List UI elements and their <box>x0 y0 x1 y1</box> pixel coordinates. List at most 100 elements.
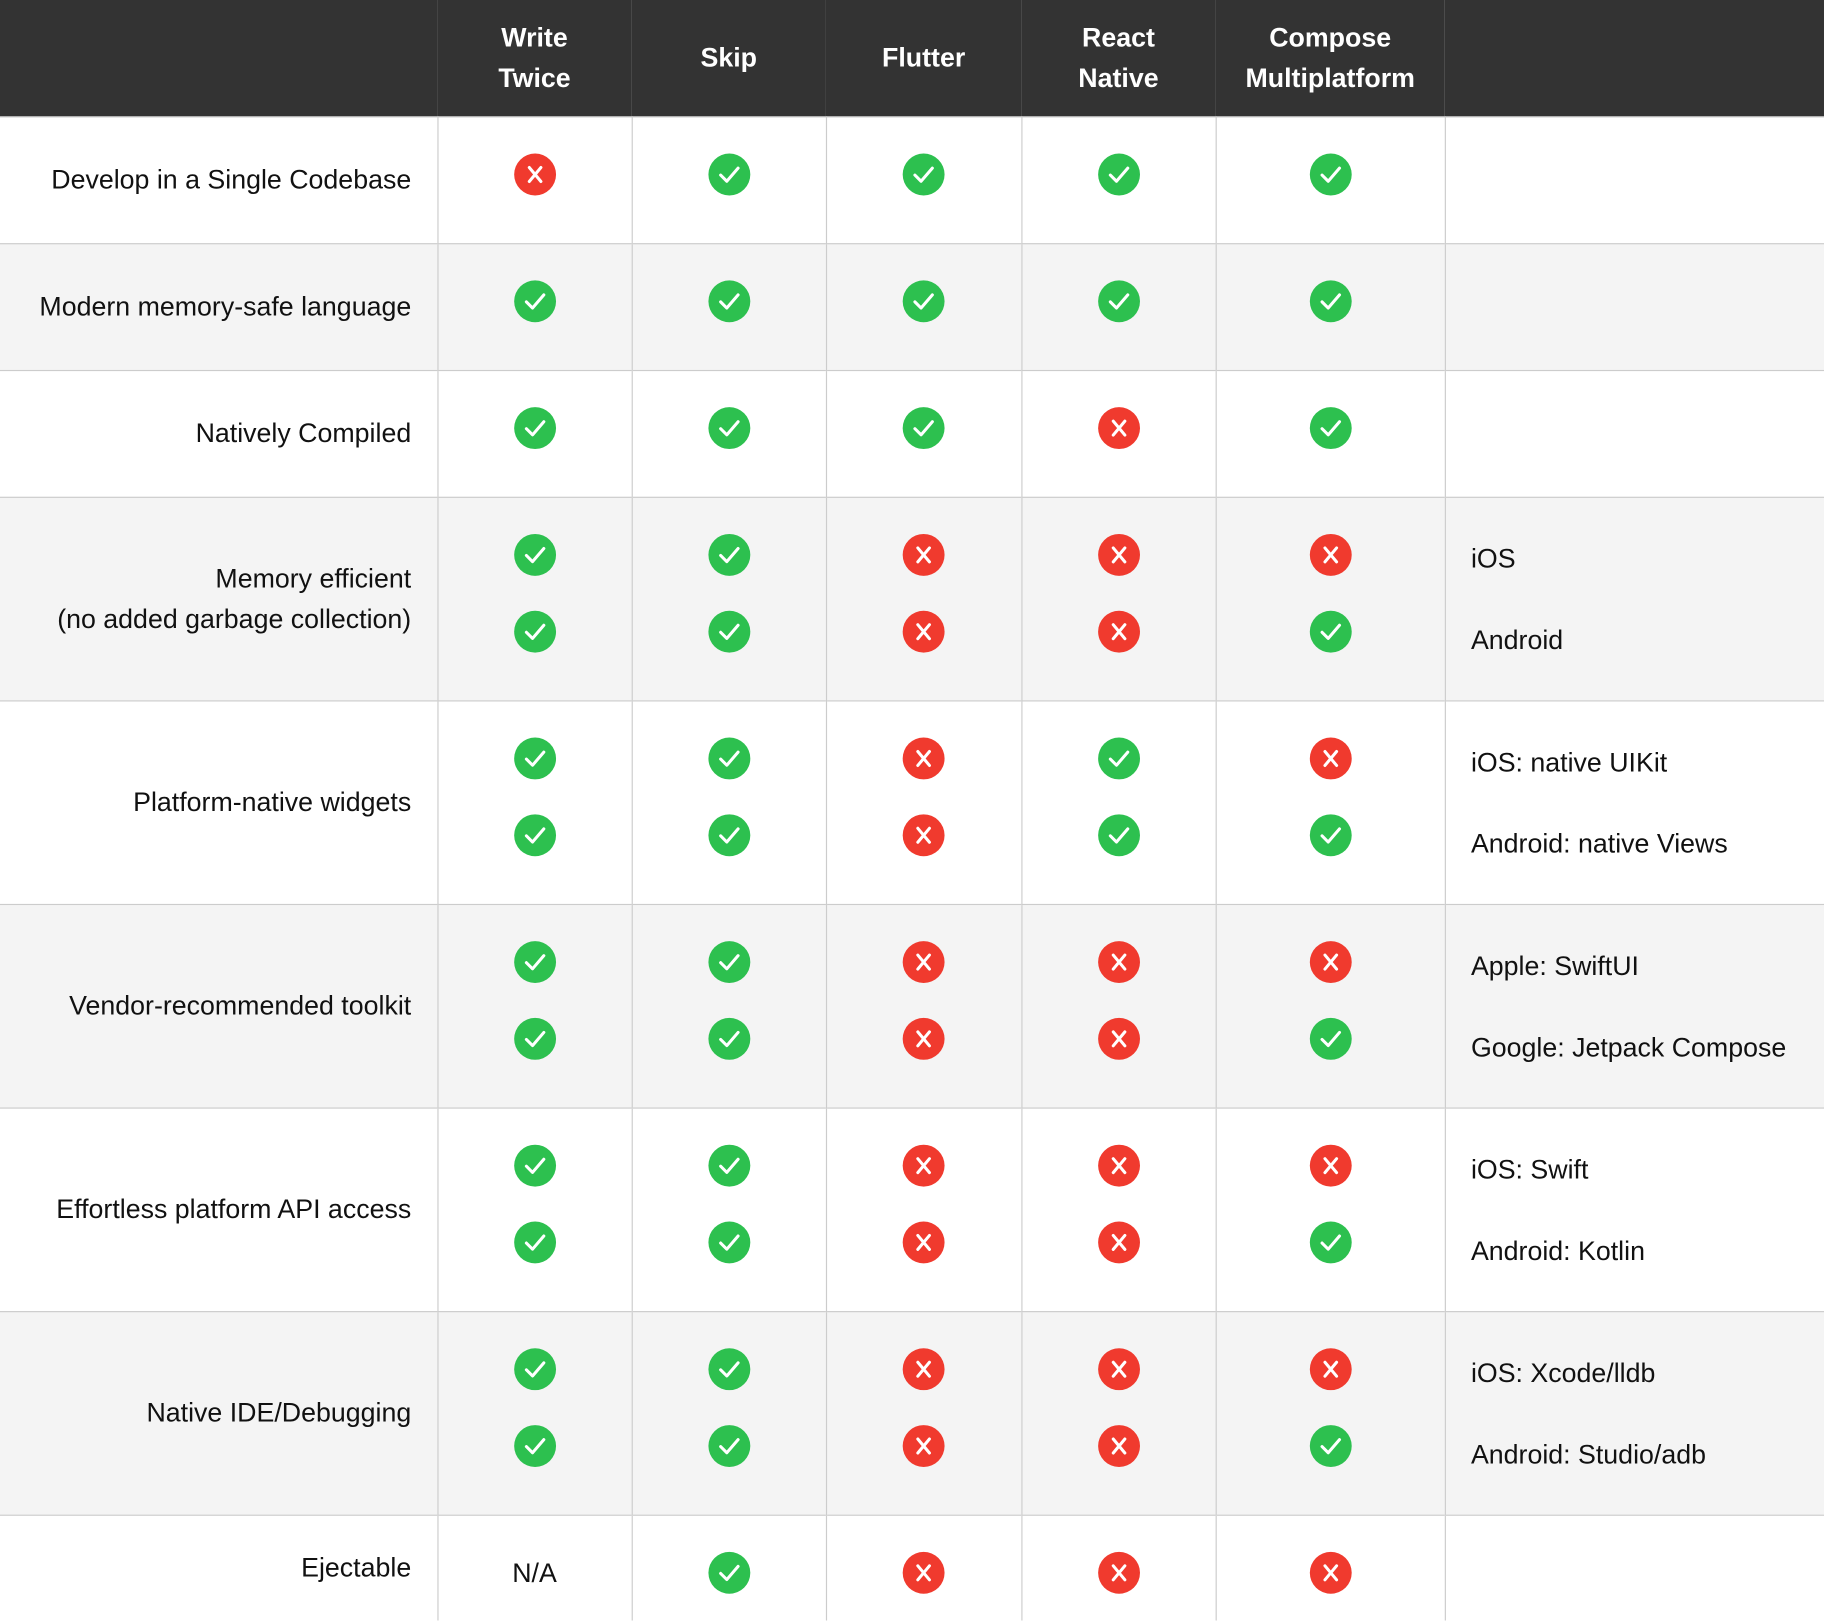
icon-wrapper <box>826 1347 1020 1390</box>
icon-wrapper <box>632 152 825 195</box>
icon-wrapper <box>632 533 825 576</box>
value-cell-flutter <box>825 496 1022 701</box>
value-cell-write-twice <box>437 1310 633 1515</box>
icon-wrapper <box>1216 152 1444 195</box>
value-cell-flutter <box>825 1106 1022 1312</box>
table-row-ide-debugging: Native IDE/Debugging iOS: Xcode/lldb Andro… <box>0 1310 1824 1515</box>
value-cell-compose-multiplatform <box>1215 115 1446 244</box>
icon-wrapper <box>632 279 825 322</box>
cross-icon <box>1309 1347 1352 1390</box>
table-row-api-access: Effortless platform API access iOS: Swift… <box>0 1106 1824 1312</box>
check-icon <box>1309 813 1352 856</box>
icon-wrapper <box>826 813 1020 856</box>
value-cell-react-native <box>1021 1106 1217 1312</box>
value-cell-react-native <box>1021 496 1217 701</box>
icon-wrapper <box>438 610 631 653</box>
check-icon <box>707 1017 750 1060</box>
value-cell-compose-multiplatform <box>1215 1310 1446 1515</box>
value-cell-compose-multiplatform <box>1215 903 1446 1108</box>
note-text: Apple: SwiftUI <box>1470 949 1639 981</box>
check-icon <box>707 1424 750 1467</box>
icon-wrapper <box>632 1424 825 1467</box>
check-icon <box>707 1220 750 1263</box>
icon-wrapper <box>1022 1017 1215 1060</box>
table-row-natively-compiled: Natively Compiled <box>0 369 1824 497</box>
note-text: Android <box>1470 624 1564 655</box>
value-cell-react-native <box>1021 369 1217 497</box>
icon-wrapper <box>632 1017 825 1060</box>
icon-wrapper <box>1022 406 1215 449</box>
check-icon <box>1097 736 1140 779</box>
header-label-line: Skip <box>700 42 758 73</box>
feature-label: Platform-native widgets <box>133 786 412 817</box>
icon-wrapper <box>826 533 1020 576</box>
cross-icon <box>902 813 945 856</box>
icon-wrapper <box>826 1017 1020 1060</box>
check-icon <box>513 533 556 576</box>
icon-wrapper <box>1216 813 1444 856</box>
icon-wrapper <box>632 813 825 856</box>
value-cell-flutter <box>825 699 1022 904</box>
value-cell-compose-multiplatform <box>1215 369 1446 497</box>
check-icon <box>707 1551 750 1594</box>
icon-wrapper <box>438 1220 631 1263</box>
check-icon <box>1097 813 1140 856</box>
icon-wrapper <box>438 1144 631 1187</box>
cross-icon <box>1097 610 1140 653</box>
icon-wrapper <box>1022 736 1215 779</box>
feature-label: Modern memory-safe language <box>39 290 412 322</box>
check-icon <box>1309 1017 1352 1060</box>
value-cell-skip <box>631 242 827 370</box>
header-write-twice: Write Twice <box>437 0 631 116</box>
icon-wrapper <box>1216 1220 1444 1263</box>
icon-wrapper <box>632 406 825 449</box>
value-cell-react-native <box>1021 1310 1217 1515</box>
icon-wrapper <box>1216 610 1444 653</box>
value-cell-compose-multiplatform <box>1215 242 1446 370</box>
cross-icon <box>1097 406 1140 449</box>
icon-wrapper <box>1022 610 1215 653</box>
icon-wrapper <box>438 279 631 322</box>
cross-icon <box>902 940 945 983</box>
icon-wrapper <box>632 736 825 779</box>
icon-wrapper <box>826 1551 1020 1594</box>
check-icon <box>707 406 750 449</box>
icon-wrapper <box>1022 1220 1215 1263</box>
value-cell-write-twice <box>437 1106 633 1312</box>
notes-cell: iOS: native UIKit Android: native Views <box>1444 699 1824 904</box>
check-icon <box>707 736 750 779</box>
value-cell-compose-multiplatform <box>1215 496 1446 701</box>
check-icon <box>1309 1424 1352 1467</box>
icon-wrapper: N/A <box>438 1515 631 1593</box>
check-icon <box>513 813 556 856</box>
value-cell-react-native <box>1021 242 1217 370</box>
check-icon <box>707 533 750 576</box>
value-cell-flutter <box>825 1514 1022 1621</box>
check-icon <box>707 610 750 653</box>
icon-wrapper <box>1216 940 1444 983</box>
feature-cell: Vendor-recommended toolkit <box>0 903 438 1108</box>
header-compose-multiplatform: Compose Multiplatform <box>1216 0 1445 116</box>
icon-wrapper <box>438 940 631 983</box>
value-cell-flutter <box>825 242 1022 370</box>
value-cell-write-twice: N/A <box>437 1514 633 1621</box>
feature-cell: Modern memory-safe language <box>0 242 438 370</box>
check-icon <box>513 1220 556 1263</box>
value-cell-write-twice <box>437 903 633 1108</box>
check-icon <box>513 940 556 983</box>
icon-wrapper <box>826 736 1020 779</box>
icon-wrapper <box>1022 940 1215 983</box>
check-icon <box>902 279 945 322</box>
notes-cell: iOS Android <box>1444 496 1824 701</box>
check-icon <box>513 1017 556 1060</box>
cross-icon <box>902 533 945 576</box>
value-cell-react-native <box>1021 903 1217 1108</box>
check-icon <box>1097 152 1140 195</box>
header-label-line: Multiplatform <box>1245 62 1415 93</box>
icon-wrapper <box>438 406 631 449</box>
check-icon <box>707 940 750 983</box>
cross-icon <box>1309 736 1352 779</box>
feature-label: Vendor-recommended toolkit <box>69 989 412 1021</box>
